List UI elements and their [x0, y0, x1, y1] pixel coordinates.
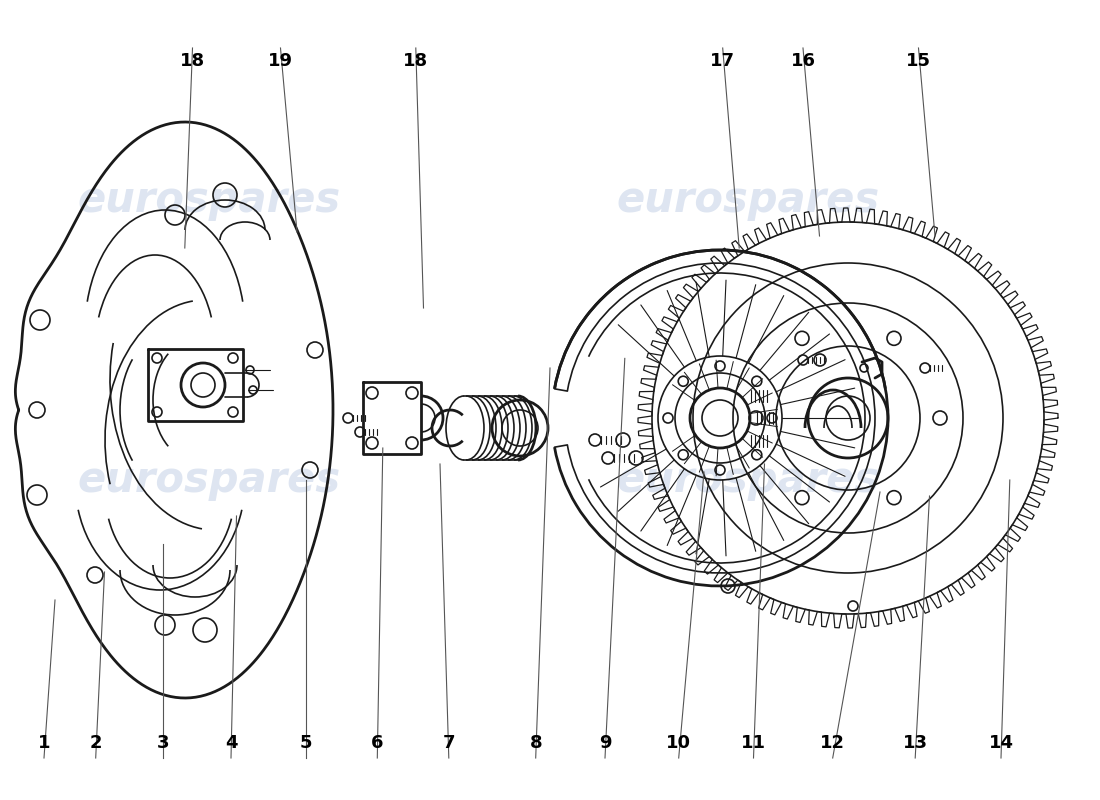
Text: eurospares: eurospares — [616, 459, 880, 501]
Text: 11: 11 — [741, 734, 766, 752]
Text: 19: 19 — [268, 52, 293, 70]
Text: eurospares: eurospares — [77, 459, 341, 501]
Text: 5: 5 — [299, 734, 312, 752]
Text: 10: 10 — [667, 734, 691, 752]
Text: 12: 12 — [821, 734, 845, 752]
Text: 9: 9 — [598, 734, 612, 752]
Text: 8: 8 — [529, 734, 542, 752]
Text: 4: 4 — [224, 734, 238, 752]
Text: 7: 7 — [442, 734, 455, 752]
Text: 1: 1 — [37, 734, 51, 752]
Text: 17: 17 — [711, 52, 735, 70]
Text: eurospares: eurospares — [616, 179, 880, 221]
Text: 2: 2 — [89, 734, 102, 752]
Text: 18: 18 — [404, 52, 428, 70]
Text: eurospares: eurospares — [77, 179, 341, 221]
Text: 18: 18 — [180, 52, 205, 70]
Text: 16: 16 — [791, 52, 815, 70]
Text: 13: 13 — [903, 734, 927, 752]
Text: 15: 15 — [906, 52, 931, 70]
Text: 14: 14 — [989, 734, 1013, 752]
Text: 6: 6 — [371, 734, 384, 752]
Text: 3: 3 — [156, 734, 169, 752]
